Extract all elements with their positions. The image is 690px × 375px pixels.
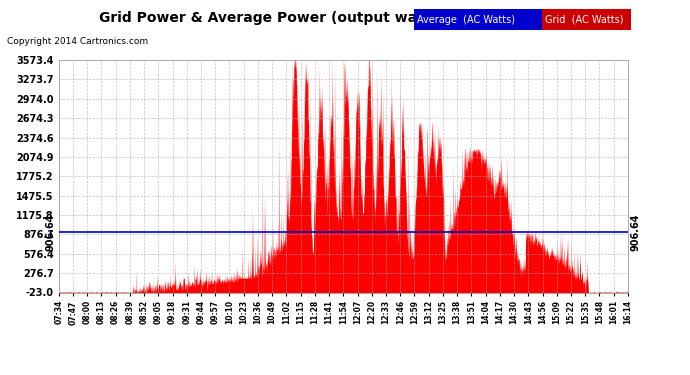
Text: Grid  (AC Watts): Grid (AC Watts) <box>545 15 624 25</box>
Text: 906.64: 906.64 <box>46 214 56 251</box>
Text: Copyright 2014 Cartronics.com: Copyright 2014 Cartronics.com <box>7 38 148 46</box>
Text: Grid Power & Average Power (output watts)  Thu Dec 25 16:19: Grid Power & Average Power (output watts… <box>99 11 591 25</box>
Text: 906.64: 906.64 <box>631 214 641 251</box>
Text: Average  (AC Watts): Average (AC Watts) <box>417 15 515 25</box>
